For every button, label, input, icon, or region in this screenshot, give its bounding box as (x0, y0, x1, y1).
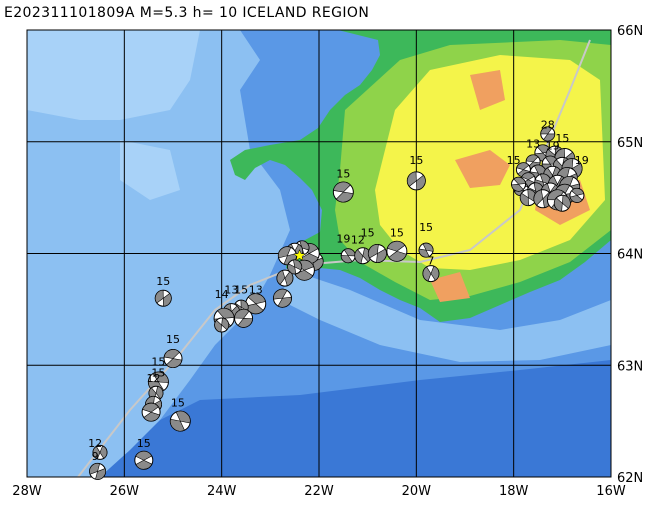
mechanism-label: 13 (249, 284, 263, 297)
mechanism-label: 7 (427, 255, 434, 268)
mechanism-label: 15 (507, 154, 521, 167)
focal-mechanism (277, 246, 297, 266)
mechanism-label: 15 (156, 275, 170, 288)
mechanism-label: 28 (541, 118, 555, 131)
mechanism-label: 12 (147, 372, 161, 385)
map-title: E202311101809A M=5.3 h= 10 ICELAND REGIO… (4, 5, 370, 21)
longitude-tick-label: 20W (402, 484, 432, 499)
focal-mechanism (406, 171, 426, 191)
longitude-tick-label: 22W (304, 484, 334, 499)
focal-mechanism (214, 317, 230, 333)
mechanism-label: 15 (166, 333, 180, 346)
latitude-tick-label: 63N (617, 359, 643, 374)
focal-mechanism (273, 288, 292, 308)
mechanism-label: 14 (215, 288, 229, 301)
map-frame (26, 29, 612, 478)
focal-mechanism (92, 444, 108, 460)
focal-mechanism (340, 248, 356, 264)
event-location (293, 249, 306, 262)
mechanism-label: 15 (361, 227, 375, 240)
mechanism-label: 12 (351, 233, 365, 246)
focal-mechanism (418, 242, 434, 258)
focal-mechanism (148, 385, 164, 401)
focal-mechanism (553, 194, 571, 212)
longitude-ticks: 28W 26W 24W 22W 20W 18W 16W (12, 484, 626, 499)
mechanism-label: 13 (224, 284, 238, 297)
focal-mechanism (367, 244, 387, 263)
mechanism-label: 15 (137, 437, 151, 450)
focal-mechanism (134, 450, 154, 470)
mechanism-label: 12 (88, 437, 102, 450)
focal-mechanism (511, 176, 527, 192)
latitude-tick-label: 66N (617, 24, 643, 39)
focal-mechanism (141, 402, 161, 422)
mechanism-label: 19 (546, 140, 560, 153)
longitude-tick-label: 18W (499, 484, 529, 499)
mechanism-label: 15 (555, 132, 569, 145)
mechanism-label: 15 (151, 355, 165, 368)
focal-mechanism (276, 269, 294, 287)
latitude-tick-label: 65N (617, 136, 643, 151)
mechanism-label: 15 (419, 221, 433, 234)
focal-mechanism (163, 349, 183, 369)
mechanism-label: 19 (336, 232, 350, 245)
coordinate-grid (27, 30, 611, 477)
event-star-icon (293, 249, 306, 262)
longitude-tick-label: 16W (596, 484, 626, 499)
mechanism-label: 13 (526, 137, 540, 150)
mechanism-label: 15 (151, 366, 165, 379)
focal-mechanism (354, 247, 372, 265)
latitude-tick-label: 62N (617, 471, 643, 486)
mechanism-label: 15 (409, 154, 423, 167)
focal-mechanism (422, 265, 440, 283)
mechanism-label: 9 (92, 450, 99, 463)
mechanism-label: 15 (234, 284, 248, 297)
focal-mechanism (540, 126, 556, 142)
mechanism-label: 15 (390, 227, 404, 240)
latitude-ticks: 66N 65N 64N 63N 62N (617, 24, 643, 486)
longitude-tick-label: 26W (110, 484, 140, 499)
latitude-tick-label: 64N (617, 248, 643, 263)
focal-mechanism (332, 181, 354, 203)
focal-mechanism (234, 308, 254, 328)
focal-mechanism (169, 410, 191, 432)
longitude-tick-label: 28W (12, 484, 42, 499)
shallow-bank (27, 30, 200, 200)
mechanism-label: 15 (171, 397, 185, 410)
focal-mechanisms (89, 126, 585, 480)
mechanism-label: 19 (575, 154, 589, 167)
mechanism-label: 15 (336, 168, 350, 181)
focal-mechanism (154, 289, 172, 307)
longitude-tick-label: 24W (207, 484, 237, 499)
focal-mechanism (569, 187, 585, 203)
focal-mechanism (89, 462, 107, 480)
focal-mechanism (386, 240, 408, 262)
focal-mechanism (525, 154, 541, 170)
